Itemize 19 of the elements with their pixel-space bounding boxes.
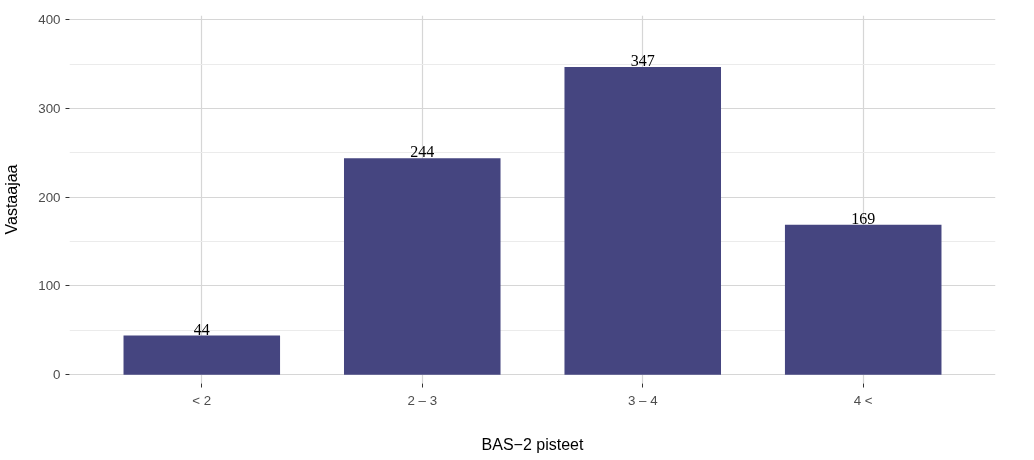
x-tick-label: 4 < xyxy=(853,392,873,408)
data-label: 244 xyxy=(410,143,435,161)
y-tick-label: 300 xyxy=(38,101,61,117)
y-tick-label: 100 xyxy=(38,278,61,294)
bar xyxy=(564,66,722,375)
y-tick-label: 200 xyxy=(38,189,61,205)
data-label: 169 xyxy=(851,209,876,227)
y-axis-title: Vastaajaa xyxy=(3,164,21,235)
bar xyxy=(123,335,281,375)
x-axis-title: BAS−2 pisteet xyxy=(481,435,584,453)
x-tick-label: < 2 xyxy=(192,392,212,408)
x-tick-label: 2 – 3 xyxy=(407,392,438,408)
bar xyxy=(343,158,501,375)
y-tick-label: 400 xyxy=(38,12,61,28)
data-label: 347 xyxy=(630,51,655,69)
data-label: 44 xyxy=(193,320,210,338)
y-tick-label: 0 xyxy=(53,367,61,383)
x-tick-label: 3 – 4 xyxy=(627,392,659,408)
bar xyxy=(784,224,942,375)
